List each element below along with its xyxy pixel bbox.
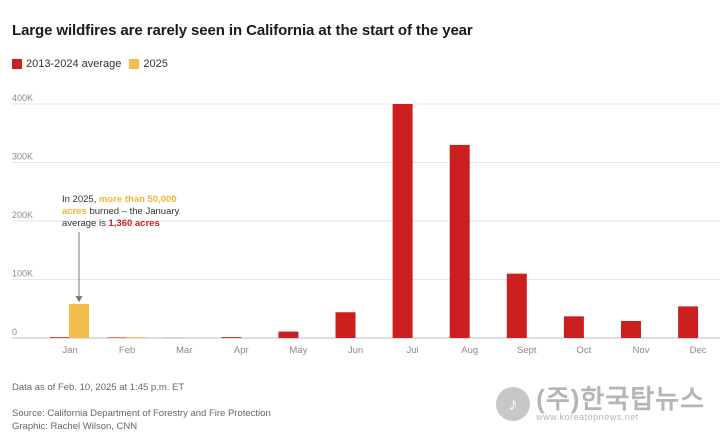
bar-average bbox=[107, 337, 128, 338]
legend-item-average: 2013-2024 average bbox=[12, 58, 121, 70]
watermark-text: (주)한국탑뉴스 bbox=[536, 384, 705, 414]
y-tick-label: 200K bbox=[12, 210, 33, 220]
bar-average bbox=[221, 337, 242, 338]
bar-2025 bbox=[69, 304, 89, 338]
annotation-middle: burned – the January average is bbox=[62, 206, 180, 229]
legend-swatch-average bbox=[12, 59, 22, 69]
annotation-arrow-head bbox=[75, 296, 83, 303]
x-tick-label: Jul bbox=[407, 345, 419, 356]
bar-average bbox=[392, 104, 413, 338]
legend-item-2025: 2025 bbox=[129, 58, 168, 70]
x-tick-label: Feb bbox=[119, 345, 135, 356]
legend: 2013-2024 average 2025 bbox=[12, 58, 176, 70]
x-tick-label: Dec bbox=[690, 345, 707, 356]
y-tick-label: 400K bbox=[12, 93, 33, 103]
annotation-highlight-2025: more than 50,000 acres bbox=[62, 194, 177, 217]
bar-average bbox=[621, 321, 641, 338]
x-tick-label: Mar bbox=[176, 345, 192, 356]
legend-swatch-2025 bbox=[129, 59, 140, 69]
x-tick-label: Nov bbox=[633, 345, 650, 356]
annotation-text: In 2025, more than 50,000 acres burned –… bbox=[62, 194, 192, 230]
x-tick-label: Sept bbox=[517, 345, 537, 356]
bar-2025 bbox=[126, 337, 147, 338]
bar-average bbox=[506, 273, 527, 338]
watermark: ♪ (주)한국탑뉴스 www.koreatopnews.net bbox=[496, 386, 705, 422]
bar-average bbox=[278, 331, 299, 338]
watermark-logo: ♪ bbox=[496, 387, 531, 421]
annotation-prefix: In 2025, bbox=[62, 194, 99, 205]
y-tick-label: 300K bbox=[12, 152, 33, 162]
bar-average bbox=[50, 337, 70, 338]
legend-label-average: 2013-2024 average bbox=[26, 58, 122, 70]
bar-average bbox=[335, 312, 356, 338]
graphic-credit: Graphic: Rachel Wilson, CNN bbox=[12, 421, 138, 432]
source-note: Source: California Department of Forestr… bbox=[12, 408, 271, 419]
annotation-highlight-average: 1,360 acres bbox=[108, 218, 160, 229]
x-tick-label: Jan bbox=[62, 345, 77, 356]
x-tick-label: Jun bbox=[348, 345, 363, 356]
legend-label-2025: 2025 bbox=[143, 58, 168, 70]
x-tick-label: Aug bbox=[461, 345, 478, 356]
bar-average bbox=[678, 306, 699, 338]
watermark-url: www.koreatopnews.net bbox=[536, 412, 639, 422]
data-note: Data as of Feb. 10, 2025 at 1:45 p.m. ET bbox=[12, 382, 185, 393]
y-tick-label: 0 bbox=[12, 327, 17, 337]
y-tick-label: 100K bbox=[12, 269, 33, 279]
x-tick-label: Oct bbox=[577, 345, 592, 356]
chart-title: Large wildfires are rarely seen in Calif… bbox=[12, 22, 473, 39]
x-tick-label: May bbox=[289, 345, 307, 356]
bar-average bbox=[449, 144, 470, 338]
x-tick-label: Apr bbox=[234, 345, 249, 356]
bar-average bbox=[563, 316, 584, 338]
